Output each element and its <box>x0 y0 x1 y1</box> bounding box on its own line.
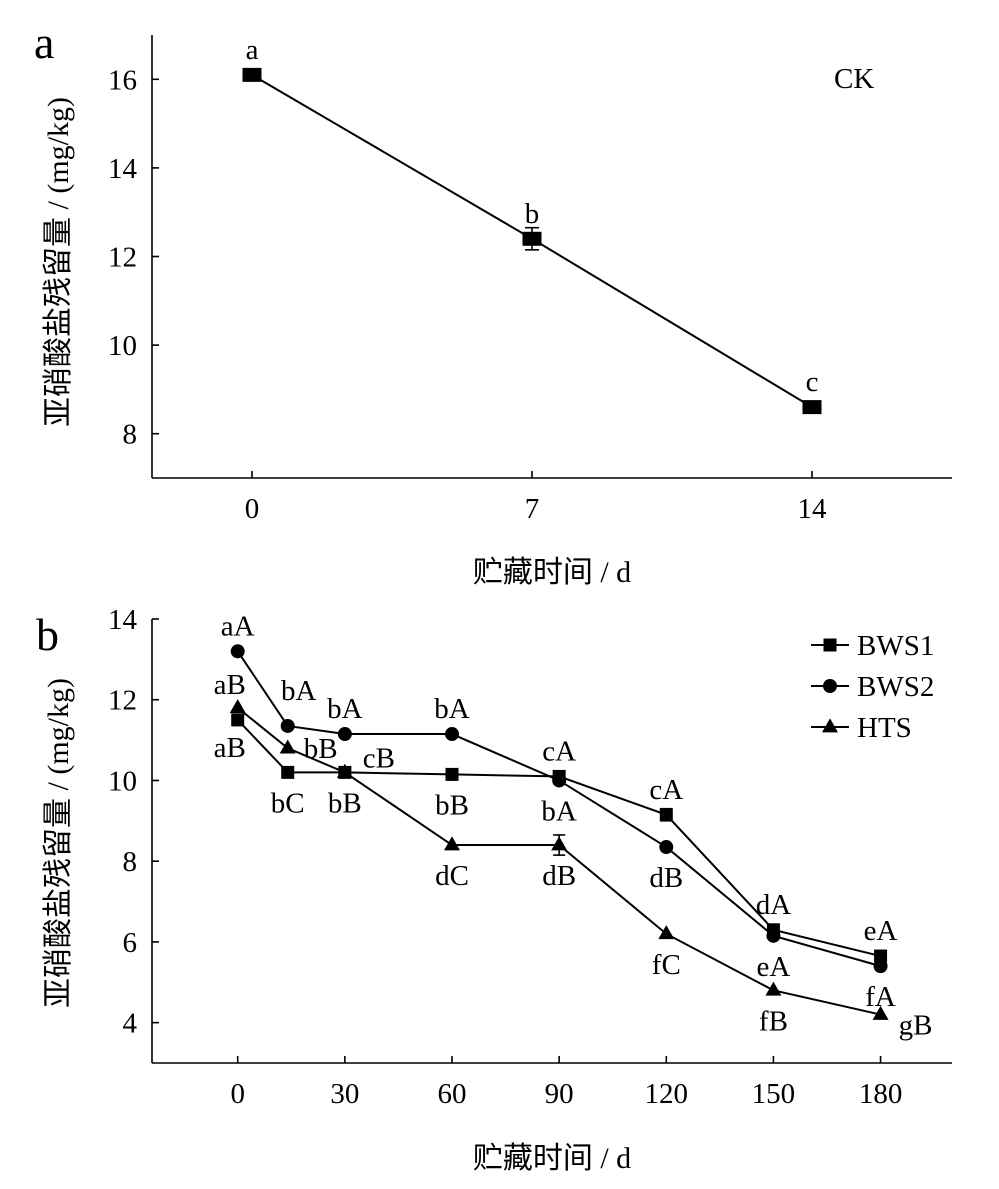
hts-point-0 <box>229 699 246 714</box>
bws2-point-150 <box>766 928 781 943</box>
panel-a-legend: CK <box>834 63 874 95</box>
bws2-significance-label-150: eA <box>757 951 791 983</box>
ck-significance-label-14: c <box>806 366 819 398</box>
legend-entry-ck: CK <box>834 63 874 95</box>
hts-point-60 <box>444 836 460 851</box>
panel-a-x-axis-label: 贮藏时间 / d <box>473 556 631 589</box>
bws1-point-0 <box>231 713 245 727</box>
bws2-point-180 <box>873 959 888 974</box>
panel-b-chart: b 贮藏时间 / d 亚硝酸盐残留量 / (mg/kg) 4 6 8 10 12 14 0 3… <box>36 604 952 1175</box>
bws2-significance-label-120: dB <box>649 862 683 894</box>
panel-a-ytick-label-12: 12 <box>108 242 137 274</box>
bws2-point-120 <box>659 840 674 855</box>
panel-b-xtick-label-120: 120 <box>645 1078 689 1110</box>
bws1-significance-label-14: bC <box>271 787 305 819</box>
panel-b-ytick-label-12: 12 <box>108 685 137 717</box>
hts-point-14 <box>279 739 296 754</box>
hts-point-180 <box>872 1005 889 1020</box>
ck-point-0 <box>242 67 262 82</box>
panel-a-ytick-label-10: 10 <box>108 330 137 362</box>
panel-a-ytick-label-14: 14 <box>108 153 138 185</box>
bws1-significance-label-90: cA <box>542 735 576 767</box>
hts-point-120 <box>658 925 675 940</box>
bws1-significance-label-150: dA <box>756 889 792 921</box>
legend-entry-hts: HTS <box>811 712 912 744</box>
panel-a-xtick-label-14: 14 <box>798 493 828 525</box>
panel-a-xtick-label-0: 0 <box>245 493 260 525</box>
panel-b-xtick-label-180: 180 <box>859 1078 903 1110</box>
bws2-point-0 <box>230 644 245 659</box>
hts-significance-label-150: fB <box>759 1005 788 1037</box>
ck-significance-label-0: a <box>246 34 259 66</box>
bws1-point-180 <box>874 949 888 963</box>
panel-b-xtick-label-30: 30 <box>330 1078 359 1110</box>
hts-significance-label-30: cB <box>363 742 395 774</box>
bws1-series-line <box>236 719 881 958</box>
hts-significance-label-90: dB <box>542 860 576 892</box>
hts-point-90 <box>551 836 568 851</box>
bws2-series-line <box>236 650 881 968</box>
legend-triangle-marker-icon <box>822 718 838 733</box>
panel-b-y-axis-label: 亚硝酸盐残留量 / (mg/kg) <box>42 678 75 1008</box>
hts-point-150 <box>765 981 782 996</box>
panel-b-xtick-label-150: 150 <box>752 1078 796 1110</box>
panel-a-xtick-label-7: 7 <box>525 493 540 525</box>
bws1-significance-label-180: eA <box>864 915 898 947</box>
ck-significance-label-7: b <box>525 198 540 230</box>
bws1-point-120 <box>659 808 673 822</box>
legend-label-ck: CK <box>834 63 874 95</box>
bws2-point-60 <box>445 727 459 742</box>
panel-b-xtick-label-0: 0 <box>230 1078 245 1110</box>
panel-b-ytick-label-8: 8 <box>123 846 138 878</box>
hts-point-30 <box>336 763 353 778</box>
panel-b-letter: b <box>36 609 59 660</box>
hts-significance-label-180: gB <box>899 1010 933 1042</box>
bws2-point-90 <box>552 773 567 788</box>
legend-circle-marker-icon <box>823 679 837 693</box>
panel-a-chart: a 贮藏时间 / d 亚硝酸盐残留量 / (mg/kg) 8 10 12 14 16 0 7… <box>34 17 952 589</box>
panel-a-y-axis-label: 亚硝酸盐残留量 / (mg/kg) <box>42 97 75 427</box>
bws2-significance-label-0: aA <box>221 610 255 642</box>
legend-label-hts: HTS <box>857 712 912 744</box>
bws2-point-14 <box>280 718 295 733</box>
panel-b-ytick-label-10: 10 <box>108 765 137 797</box>
panel-b-x-axis-label: 贮藏时间 / d <box>473 1142 631 1175</box>
panel-b-xtick-label-60: 60 <box>438 1078 467 1110</box>
bws1-significance-label-60: bB <box>435 789 469 821</box>
bws1-significance-label-30: bB <box>328 787 362 819</box>
legend-label-bws2: BWS2 <box>857 671 934 703</box>
bws2-point-30 <box>337 727 352 742</box>
panel-a-ytick-label-16: 16 <box>108 64 137 96</box>
ck-point-14 <box>802 400 822 415</box>
hts-significance-label-0: aB <box>214 669 246 701</box>
hts-significance-label-60: dC <box>435 860 469 892</box>
legend-entry-bws1: BWS1 <box>811 630 934 662</box>
bws2-significance-label-14: bA <box>281 675 317 707</box>
bws1-point-14 <box>281 765 295 779</box>
bws1-significance-label-0: aB <box>214 732 246 764</box>
bws2-significance-label-90: bA <box>541 795 577 827</box>
ck-point-7 <box>522 231 542 246</box>
hts-series-line <box>237 707 881 1016</box>
bws1-significance-label-120: cA <box>649 774 683 806</box>
bws2-significance-label-30: bA <box>327 693 363 725</box>
hts-significance-label-120: fC <box>652 949 681 981</box>
panel-b-ytick-label-4: 4 <box>123 1008 138 1040</box>
legend-square-marker-icon <box>823 638 837 652</box>
panel-a-ytick-label-8: 8 <box>123 419 138 451</box>
panel-b-ytick-label-14: 14 <box>108 604 138 636</box>
bws2-significance-label-60: bA <box>434 693 470 725</box>
panel-b-ytick-label-6: 6 <box>123 927 138 959</box>
hts-significance-label-14: bB <box>304 733 338 765</box>
legend-label-bws1: BWS1 <box>857 630 934 662</box>
bws1-point-60 <box>445 767 459 781</box>
panel-b-legend: BWS1 BWS2 HTS <box>811 630 934 744</box>
panel-a-letter: a <box>34 17 54 68</box>
legend-entry-bws2: BWS2 <box>811 671 934 703</box>
panel-b-xtick-label-90: 90 <box>545 1078 574 1110</box>
